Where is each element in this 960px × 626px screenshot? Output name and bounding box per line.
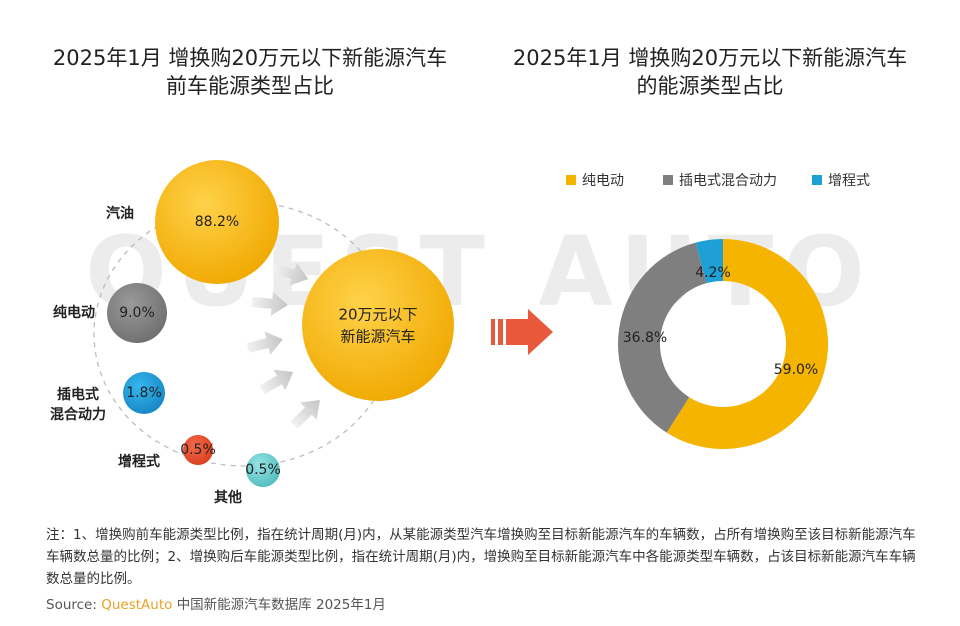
flow-arrow-shape bbox=[259, 369, 294, 395]
bubble-name-label: 增程式 bbox=[118, 453, 160, 470]
legend-swatch-1 bbox=[663, 175, 673, 185]
arrow-head bbox=[506, 309, 553, 355]
flow-arrow bbox=[259, 369, 294, 395]
bubble-value-label: 9.0% bbox=[119, 305, 155, 321]
bubble-1 bbox=[107, 283, 167, 343]
bubble-value-label: 1.8% bbox=[126, 385, 162, 401]
target-circle bbox=[302, 249, 454, 401]
bubble-2 bbox=[123, 372, 165, 414]
donut-slice-1 bbox=[618, 242, 707, 433]
transition-arrow bbox=[491, 309, 553, 355]
bubble-value-label: 0.5% bbox=[180, 442, 216, 458]
bubble-name-label: 插电式 bbox=[57, 386, 99, 403]
bubble-name-label: 汽油 bbox=[106, 205, 134, 222]
flow-arrow bbox=[290, 399, 320, 429]
chart-canvas: QUEST AUTO 20万元以下新能源汽车88.2%汽油9.0%纯电动1.8%… bbox=[50, 160, 870, 506]
left-bubble-chart: 20万元以下新能源汽车 88.2% 汽油 9.0% 纯电动 1.8% 插电式混合动力 0.5%… bbox=[50, 160, 454, 506]
right-chart-title: 2025年1月 增换购20万元以下新能源汽车 的能源类型占比 bbox=[480, 44, 940, 100]
legend-label-2: 增程式 bbox=[828, 173, 870, 189]
left-title-line-1: 2025年1月 增换购20万元以下新能源汽车 bbox=[52, 46, 448, 70]
bubble-3 bbox=[183, 435, 213, 465]
bubble-value-label: 88.2% bbox=[195, 214, 239, 230]
donut-slice-0 bbox=[666, 239, 829, 450]
flow-arrow-shape bbox=[246, 331, 283, 355]
donut-slice-label: 59.0% bbox=[774, 362, 818, 378]
right-donut-chart: 59.0% 36.8% 4.2% 纯电动 插电式混合动力 增程式 bbox=[566, 173, 870, 450]
flow-arrow-shape bbox=[290, 399, 320, 429]
source-brand: QuestAuto bbox=[101, 597, 173, 613]
bubble-name-label: 混合动力 bbox=[50, 406, 106, 423]
flow-arrow bbox=[272, 262, 309, 286]
donut-slice-label: 4.2% bbox=[695, 265, 731, 281]
flow-arrow-shape bbox=[272, 262, 309, 286]
bubble-name-label: 其他 bbox=[214, 489, 242, 506]
flow-arrow bbox=[251, 291, 288, 316]
legend-swatch-0 bbox=[566, 175, 576, 185]
footnote: 注：1、增换购前车能源类型比例，指在统计周期(月)内，从某能源类型汽车增换购至目… bbox=[46, 527, 916, 587]
legend-label-1: 插电式混合动力 bbox=[679, 173, 777, 189]
bubble-value-label: 0.5% bbox=[245, 462, 281, 478]
donut-slice-2 bbox=[695, 239, 723, 284]
source-text: 中国新能源汽车数据库 2025年1月 bbox=[176, 597, 386, 613]
arrow-bar-2 bbox=[498, 319, 503, 345]
right-title-line-1: 2025年1月 增换购20万元以下新能源汽车 bbox=[512, 46, 908, 70]
flow-arrow bbox=[246, 331, 283, 355]
legend-label-0: 纯电动 bbox=[582, 173, 624, 189]
right-title-line-2: 的能源类型占比 bbox=[636, 74, 784, 98]
arrow-bar-1 bbox=[491, 319, 495, 345]
legend-swatch-2 bbox=[812, 175, 822, 185]
bubble-4 bbox=[246, 453, 280, 487]
source-prefix: Source: bbox=[46, 597, 97, 613]
donut-slice-label: 36.8% bbox=[623, 330, 667, 346]
left-title-line-2: 前车能源类型占比 bbox=[166, 74, 334, 98]
target-label-line-1: 20万元以下 bbox=[338, 306, 417, 324]
source-line: Source: QuestAuto 中国新能源汽车数据库 2025年1月 bbox=[46, 593, 386, 613]
bubble-0 bbox=[155, 160, 279, 284]
bubble-name-label: 纯电动 bbox=[53, 304, 95, 321]
target-label-line-2: 新能源汽车 bbox=[340, 328, 415, 346]
flow-arrow-shape bbox=[251, 291, 288, 316]
left-chart-title: 2025年1月 增换购20万元以下新能源汽车 前车能源类型占比 bbox=[20, 44, 480, 100]
